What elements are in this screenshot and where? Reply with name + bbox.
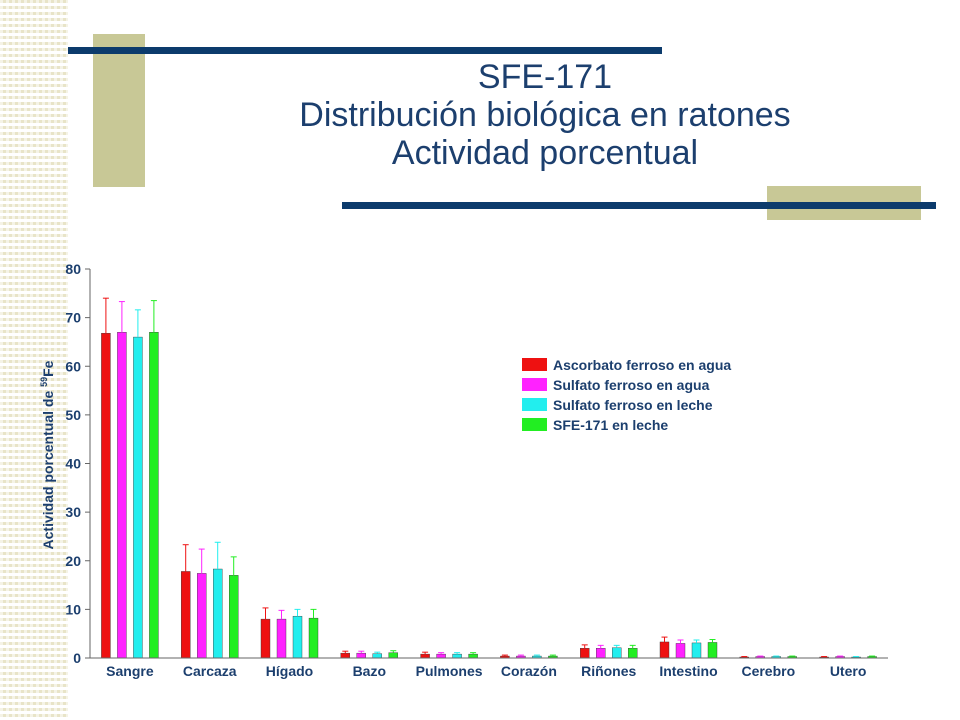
title-line-2: Distribución biológica en ratones bbox=[299, 96, 791, 134]
decor-line-top bbox=[68, 47, 662, 54]
legend-label: Sulfato ferroso en leche bbox=[553, 397, 713, 413]
bar bbox=[212, 568, 223, 659]
bar bbox=[372, 653, 382, 659]
bar bbox=[436, 653, 446, 659]
bar bbox=[180, 571, 191, 659]
bar bbox=[628, 648, 638, 659]
x-tick-label: Sangre bbox=[106, 663, 154, 679]
bar bbox=[117, 332, 127, 659]
title-line-1: SFE-171 bbox=[477, 58, 613, 96]
x-tick-label: Hígado bbox=[266, 663, 313, 679]
y-tick-label: 30 bbox=[65, 504, 81, 520]
y-tick-label: 80 bbox=[65, 261, 81, 277]
x-tick-label: Carcaza bbox=[183, 663, 237, 679]
bar bbox=[580, 648, 590, 659]
bar bbox=[292, 615, 303, 659]
bar bbox=[340, 652, 350, 659]
legend-swatch bbox=[522, 418, 547, 431]
slide-title: SFE-171 Distribución biológica en ratone… bbox=[190, 58, 900, 172]
bar-groups bbox=[101, 297, 877, 659]
bar bbox=[612, 647, 622, 659]
bar bbox=[308, 617, 319, 659]
bar bbox=[101, 332, 111, 659]
bar bbox=[452, 653, 462, 659]
decor-line-bottom bbox=[342, 202, 936, 209]
bar bbox=[707, 642, 718, 659]
chart-axes: 0 10 20 30 40 50 60 70 80 Sangre Carcaza Hígado Bazo… bbox=[65, 261, 888, 679]
bar bbox=[659, 641, 670, 659]
bar bbox=[276, 618, 287, 659]
legend-label: Ascorbato ferroso en agua bbox=[553, 357, 731, 373]
bar bbox=[388, 652, 398, 659]
y-axis-label: Actividad porcentual de 59Fe bbox=[39, 360, 56, 549]
decor-box-top bbox=[93, 34, 145, 187]
legend-swatch bbox=[522, 378, 547, 391]
legend: Ascorbato ferroso en agua Sulfato ferroso… bbox=[522, 357, 731, 433]
legend-swatch bbox=[522, 358, 547, 371]
striped-background bbox=[0, 0, 68, 720]
y-tick-label: 0 bbox=[73, 650, 81, 666]
legend-swatch bbox=[522, 398, 547, 411]
bar bbox=[468, 653, 478, 659]
x-tick-label: Riñones bbox=[581, 663, 636, 679]
x-tick-label: Intestino bbox=[659, 663, 717, 679]
x-tick-label: Bazo bbox=[353, 663, 386, 679]
bar bbox=[133, 336, 143, 659]
x-tick-label: Cerebro bbox=[741, 663, 795, 679]
bar bbox=[356, 652, 366, 659]
y-tick-label: 60 bbox=[65, 358, 81, 374]
legend-label: SFE-171 en leche bbox=[553, 417, 668, 433]
bar bbox=[596, 648, 606, 659]
x-tick-label: Corazón bbox=[501, 663, 557, 679]
bar bbox=[149, 332, 159, 659]
y-tick-label: 70 bbox=[65, 310, 81, 326]
legend-label: Sulfato ferroso en agua bbox=[553, 377, 710, 393]
bar bbox=[420, 653, 430, 659]
title-line-3: Actividad porcentual bbox=[391, 134, 699, 172]
x-tick-label: Pulmones bbox=[416, 663, 483, 679]
y-tick-label: 50 bbox=[65, 407, 81, 423]
y-tick-label: 10 bbox=[65, 601, 81, 617]
bar bbox=[691, 642, 702, 659]
bar bbox=[196, 573, 207, 659]
y-tick-label: 20 bbox=[65, 553, 81, 569]
bar bbox=[675, 643, 686, 659]
x-tick-label: Utero bbox=[830, 663, 867, 679]
y-tick-label: 40 bbox=[65, 456, 81, 472]
bar bbox=[260, 618, 271, 659]
bar bbox=[228, 575, 239, 659]
